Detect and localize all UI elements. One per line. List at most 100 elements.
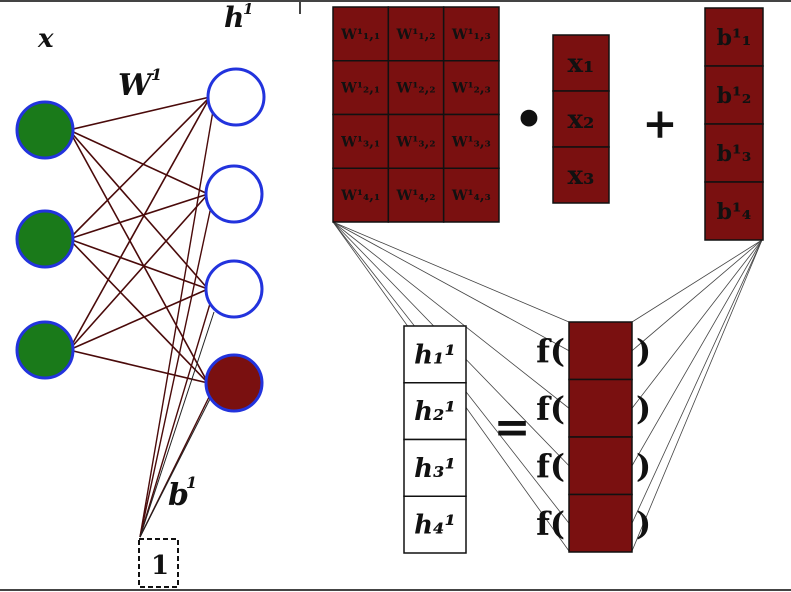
f-close-4: ) — [636, 504, 651, 542]
w-cell-label-2-1: W¹₂,₁ — [340, 81, 380, 97]
proj-b-to-out-2 — [631, 239, 763, 409]
edge-x3-h3 — [68, 288, 209, 351]
x-cell-label-3: x₃ — [568, 161, 595, 191]
w-cell-2-1 — [332, 60, 390, 116]
input-layer — [15, 100, 75, 380]
f-close-3: ) — [636, 447, 651, 485]
input-node-1 — [15, 100, 75, 160]
h-cell-label-3: h₃¹ — [414, 454, 456, 484]
h1-label: h — [224, 1, 244, 34]
edge-x1-h2 — [68, 129, 209, 195]
f-open-4: f( — [536, 504, 565, 542]
out-cell-2 — [568, 378, 633, 438]
b-cell-label-1: b¹₁ — [717, 25, 752, 51]
proj-b-to-out-bottom — [631, 239, 763, 552]
b1-label: b — [168, 478, 189, 513]
edge-x2-h2 — [68, 193, 209, 240]
w-cell-3-2 — [387, 113, 445, 169]
w-cell-4-1 — [332, 167, 390, 223]
edge-x3-h2 — [68, 193, 209, 351]
w-cell-2-3 — [442, 60, 500, 116]
edge-x2-h4 — [68, 238, 209, 384]
input-node-3 — [15, 320, 75, 380]
hidden-node-3 — [204, 259, 264, 319]
bias-box-label: 1 — [151, 551, 169, 581]
h1-label-sup: 1 — [243, 0, 253, 18]
w-cell-label-2-3: W¹₂,₃ — [451, 81, 491, 97]
w-cell-4-2 — [387, 167, 445, 223]
h-cell-3 — [403, 438, 467, 497]
out-cell-4 — [568, 493, 633, 553]
W1-label: W — [118, 68, 155, 103]
proj-w-to-out-2 — [332, 221, 570, 409]
edge-x1-h4 — [68, 129, 209, 384]
hidden-node-2 — [204, 164, 264, 224]
w-cell-label-1-2: W¹₁,₂ — [395, 27, 435, 43]
w-cell-label-4-3: W¹₄,₃ — [451, 188, 491, 204]
edge-x1-h3 — [68, 129, 209, 290]
b1-label-sup: 1 — [186, 473, 197, 492]
proj-b-to-out-4 — [631, 239, 763, 524]
proj-w-to-out-top — [332, 221, 570, 323]
w-cell-label-3-1: W¹₃,₁ — [340, 134, 380, 150]
bias-box — [138, 538, 179, 588]
h-cell-label-4: h₄¹ — [414, 511, 456, 541]
proj-b-to-out-top — [631, 239, 763, 323]
b-cell-4 — [704, 181, 764, 241]
hidden-layer — [204, 67, 266, 413]
hidden-node-4 — [204, 353, 264, 413]
edge-bias-h3 — [139, 296, 213, 538]
b-vector: b¹₁ b¹₂ b¹₃ b¹₄ — [704, 7, 764, 241]
edge-bias-extra-1 — [139, 311, 215, 538]
b-cell-label-2: b¹₂ — [717, 83, 752, 109]
edge-x2-h1 — [68, 96, 211, 240]
x-cell-label-1: x₁ — [568, 49, 595, 79]
edge-bias-h2 — [139, 201, 213, 538]
x-cell-3 — [552, 146, 610, 204]
equals-operator: = — [494, 402, 531, 453]
b-cell-2 — [704, 65, 764, 125]
output-vector: f() f() f() f() — [536, 321, 651, 553]
b-cell-label-3: b¹₃ — [717, 141, 752, 167]
proj-b-to-out-1 — [631, 239, 763, 352]
hidden-node-1 — [206, 67, 266, 127]
edge-bias-h1 — [139, 104, 215, 538]
input-node-2 — [15, 209, 75, 269]
f-open-3: f( — [536, 447, 565, 485]
f-close-2: ) — [636, 389, 651, 427]
edge-x3-h4 — [68, 349, 209, 384]
w-cell-label-3-3: W¹₃,₃ — [451, 134, 491, 150]
h-cell-label-1: h₁¹ — [414, 340, 456, 370]
W1-label-sup: 1 — [151, 65, 162, 84]
h-cell-label-2: h₂¹ — [414, 397, 456, 427]
w-cell-label-3-2: W¹₃,₂ — [395, 134, 435, 150]
w-cell-4-3 — [442, 167, 500, 223]
b-cell-3 — [704, 123, 764, 183]
w-cell-label-2-2: W¹₂,₂ — [395, 81, 435, 97]
weight-matrix: W¹₁,₁ W¹₁,₂ W¹₁,₃ W¹₂,₁ W¹₂,₂ W¹₂,₃ W¹₃,₁ W¹₃,₂… — [332, 6, 500, 223]
edge-bias-extra-2 — [139, 394, 213, 538]
w-cell-label-1-1: W¹₁,₁ — [340, 27, 380, 43]
edge-x3-h1 — [68, 96, 211, 351]
edge-x2-h3 — [68, 238, 209, 290]
f-open-1: f( — [536, 332, 565, 370]
w-cell-label-4-1: W¹₄,₁ — [340, 188, 380, 204]
w-cell-3-1 — [332, 113, 390, 169]
out-cell-3 — [568, 436, 633, 496]
h-cell-2 — [403, 382, 467, 441]
w-cell-label-4-2: W¹₄,₂ — [395, 188, 435, 204]
h-cell-1 — [403, 325, 467, 384]
out-cell-1 — [568, 321, 633, 381]
h-vector: h₁¹ h₂¹ h₃¹ h₄¹ — [403, 325, 467, 554]
f-close-1: ) — [636, 332, 651, 370]
edge-x1-h1 — [68, 96, 211, 131]
network-edges — [68, 96, 215, 538]
h-cell-4 — [403, 495, 467, 554]
proj-w-to-out-1 — [332, 221, 570, 352]
w-cell-1-3 — [442, 6, 500, 62]
projection-lines — [332, 221, 763, 552]
w-cell-label-1-3: W¹₁,₃ — [451, 27, 491, 43]
f-open-2: f( — [536, 389, 565, 427]
x-vector: x₁ x₂ x₃ — [552, 34, 610, 204]
